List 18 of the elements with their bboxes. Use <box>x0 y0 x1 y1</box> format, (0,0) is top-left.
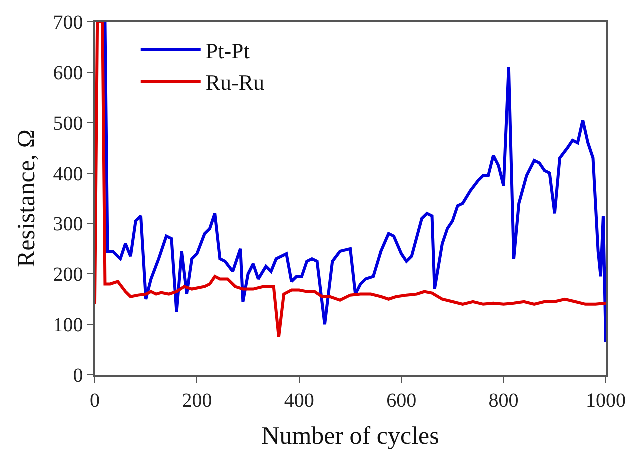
y-tick-label: 600 <box>53 62 84 84</box>
y-tick-label: 200 <box>53 264 84 286</box>
x-axis-title: Number of cycles <box>262 423 440 450</box>
x-tick-label: 1000 <box>586 390 626 412</box>
y-tick-label: 400 <box>53 163 84 186</box>
y-tick-label: 0 <box>73 365 84 387</box>
y-tick-label: 500 <box>53 112 84 135</box>
y-tick-label: 100 <box>53 314 84 337</box>
y-axis-title: Resistance, Ω <box>14 130 40 268</box>
x-tick-label: 600 <box>386 390 417 412</box>
x-tick-label: 400 <box>284 390 314 412</box>
legend-label: Pt-Pt <box>206 38 250 64</box>
legend-label: Ru-Ru <box>206 70 265 96</box>
y-tick-label: 300 <box>53 214 84 236</box>
x-tick-label: 200 <box>182 390 212 412</box>
y-tick-label: 700 <box>53 12 84 34</box>
x-tick-label: 0 <box>90 390 100 412</box>
x-tick-label: 800 <box>488 390 519 412</box>
